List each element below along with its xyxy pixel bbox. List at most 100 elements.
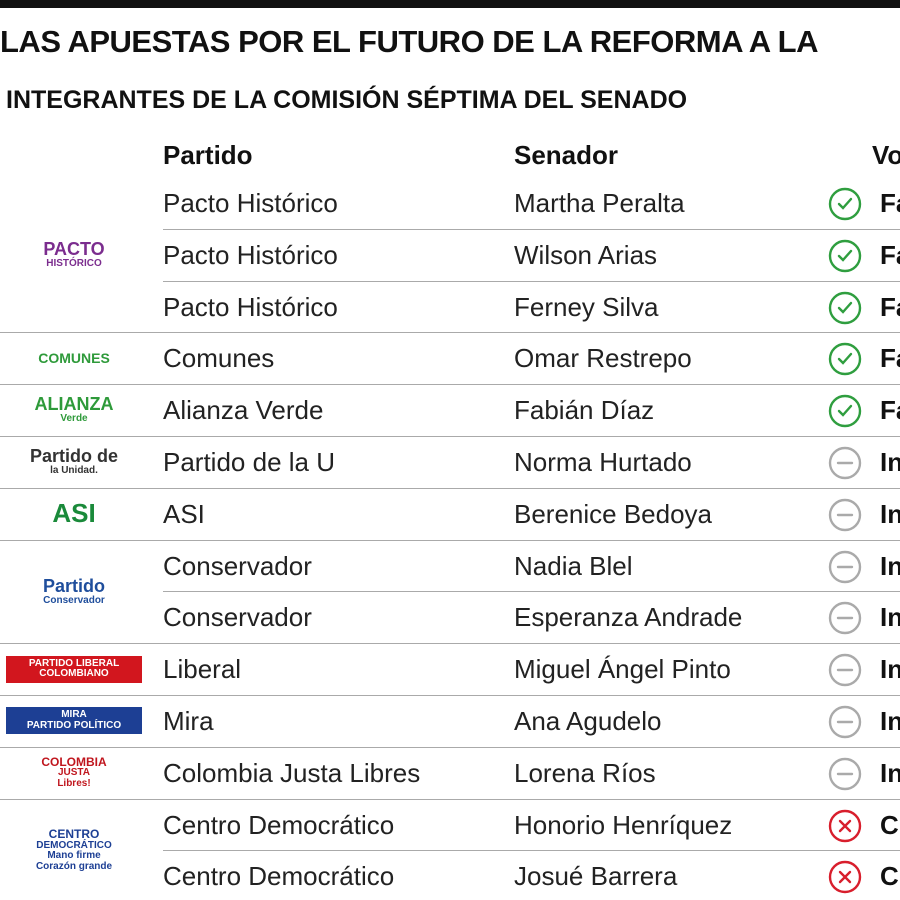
logo-text: JUSTA bbox=[57, 767, 91, 779]
vote-icon bbox=[828, 239, 862, 272]
party: Comunes bbox=[163, 343, 275, 374]
party: Centro Democrático bbox=[163, 809, 395, 840]
party: Conservador bbox=[163, 602, 312, 633]
vote: In bbox=[880, 447, 900, 477]
row-separator bbox=[163, 850, 900, 851]
row-separator bbox=[0, 332, 900, 333]
vote-icon bbox=[828, 187, 862, 221]
logo-body: PARTIDO LIBERAL COLOMBIANO bbox=[6, 655, 142, 683]
party-logo: ASI bbox=[0, 488, 148, 540]
vote: In bbox=[880, 654, 900, 685]
party: Partido de la U bbox=[163, 447, 335, 477]
senator: Omar Restrepo bbox=[514, 343, 692, 374]
senator: Ana Agudelo bbox=[514, 706, 662, 736]
party-logo: PARTIDO LIBERAL COLOMBIANO bbox=[0, 643, 148, 695]
party: Mira bbox=[163, 706, 214, 736]
party: ASI bbox=[163, 498, 205, 529]
senator: Martha Peralta bbox=[514, 188, 685, 218]
logo-text: Mano firme bbox=[47, 850, 101, 862]
party-logo: COLOMBIA JUSTA Libres! bbox=[0, 747, 148, 799]
senator: Berenice Bedoya bbox=[514, 498, 713, 529]
logo-text: COLOMBIA bbox=[41, 754, 107, 769]
party: Centro Democrático bbox=[163, 861, 395, 892]
row-separator bbox=[0, 488, 900, 489]
logo-text: COMUNES bbox=[38, 349, 110, 366]
logo-text: Partido de bbox=[29, 446, 118, 467]
logo-body: ASI bbox=[52, 498, 96, 529]
party: Pacto Histórico bbox=[163, 291, 338, 322]
senator: Norma Hurtado bbox=[514, 447, 692, 477]
vote: Fa bbox=[880, 239, 900, 270]
vote-icon bbox=[828, 602, 862, 635]
logo-text: Partido bbox=[42, 575, 105, 596]
vote: Fa bbox=[880, 188, 900, 218]
party-logo: ALIANZA Verde bbox=[0, 384, 148, 436]
party-logo: Partido Conservador bbox=[0, 540, 148, 644]
logo-text: DEMOCRÁTICO bbox=[36, 839, 112, 851]
vote: C bbox=[880, 809, 899, 840]
row-separator bbox=[0, 747, 900, 748]
party: Pacto Histórico bbox=[163, 188, 338, 218]
logo-text: PACTO bbox=[43, 239, 105, 259]
column-header: Vo bbox=[872, 140, 900, 170]
logo-text: Corazón grande bbox=[35, 860, 113, 872]
logo-text: la Unidad. bbox=[50, 465, 98, 477]
party-logo: Partido de la Unidad. bbox=[0, 436, 148, 488]
logo-text: MIRA bbox=[61, 709, 87, 721]
party: Colombia Justa Libres bbox=[163, 757, 421, 788]
row-separator bbox=[163, 281, 900, 282]
vote-icon bbox=[828, 394, 862, 428]
vote: In bbox=[880, 602, 900, 633]
vote-icon bbox=[828, 705, 862, 739]
subtitle: INTEGRANTES DE LA COMISIÓN SÉPTIMA DEL S… bbox=[6, 86, 688, 114]
party-logo: CENTRO DEMOCRÁTICO Mano firme Corazón grand… bbox=[0, 799, 148, 900]
vote-icon bbox=[828, 653, 862, 687]
vote: Fa bbox=[880, 291, 900, 322]
title: LAS APUESTAS POR EL FUTURO DE LA REFORMA… bbox=[0, 24, 818, 59]
senator: Honorio Henríquez bbox=[514, 809, 733, 840]
vote: In bbox=[880, 550, 900, 581]
vote: Fa bbox=[880, 343, 900, 374]
vote-icon bbox=[828, 550, 862, 583]
party-logo: MIRA PARTIDO POLÍTICO bbox=[0, 695, 148, 747]
row-separator bbox=[0, 643, 900, 644]
senator: Lorena Ríos bbox=[514, 757, 656, 788]
party-logo: PACTO HISTÓRICO bbox=[0, 177, 148, 332]
vote: C bbox=[880, 861, 899, 892]
senator: Miguel Ángel Pinto bbox=[514, 654, 731, 685]
row-separator bbox=[0, 540, 900, 541]
column-header: Senador bbox=[514, 140, 619, 170]
logo-body: PACTO HISTÓRICO bbox=[43, 240, 104, 269]
logo-text: Libres! bbox=[57, 777, 91, 789]
party: Pacto Histórico bbox=[163, 239, 338, 270]
logo-text: PARTIDO POLÍTICO bbox=[26, 719, 122, 731]
row-separator bbox=[163, 229, 900, 230]
logo-text: ALIANZA bbox=[34, 394, 114, 415]
vote-icon bbox=[828, 446, 862, 480]
party: Alianza Verde bbox=[163, 395, 324, 426]
vote: In bbox=[880, 706, 900, 736]
senator: Wilson Arias bbox=[514, 239, 658, 270]
senator: Ferney Silva bbox=[514, 291, 659, 322]
logo-body: Partido de la Unidad. bbox=[30, 447, 118, 476]
vote: Fa bbox=[880, 395, 900, 426]
senator: Josué Barrera bbox=[514, 861, 678, 892]
vote-icon bbox=[828, 291, 862, 324]
party: Conservador bbox=[163, 550, 312, 581]
vote-icon bbox=[828, 757, 862, 790]
logo-body: CENTRO DEMOCRÁTICO Mano firme Corazón grand… bbox=[36, 828, 112, 872]
vote: In bbox=[880, 757, 900, 788]
logo-text: ASI bbox=[52, 498, 96, 529]
row-separator bbox=[0, 799, 900, 800]
vote-icon bbox=[828, 861, 862, 894]
party: Liberal bbox=[163, 654, 242, 685]
vote: In bbox=[880, 498, 900, 529]
row-separator bbox=[0, 436, 900, 437]
senator: Nadia Blel bbox=[514, 550, 633, 581]
row-separator bbox=[0, 384, 900, 385]
logo-text: Verde bbox=[60, 413, 88, 425]
logo-text: CENTRO bbox=[48, 827, 100, 842]
senator: Esperanza Andrade bbox=[514, 602, 743, 633]
vote-icon bbox=[828, 498, 862, 531]
